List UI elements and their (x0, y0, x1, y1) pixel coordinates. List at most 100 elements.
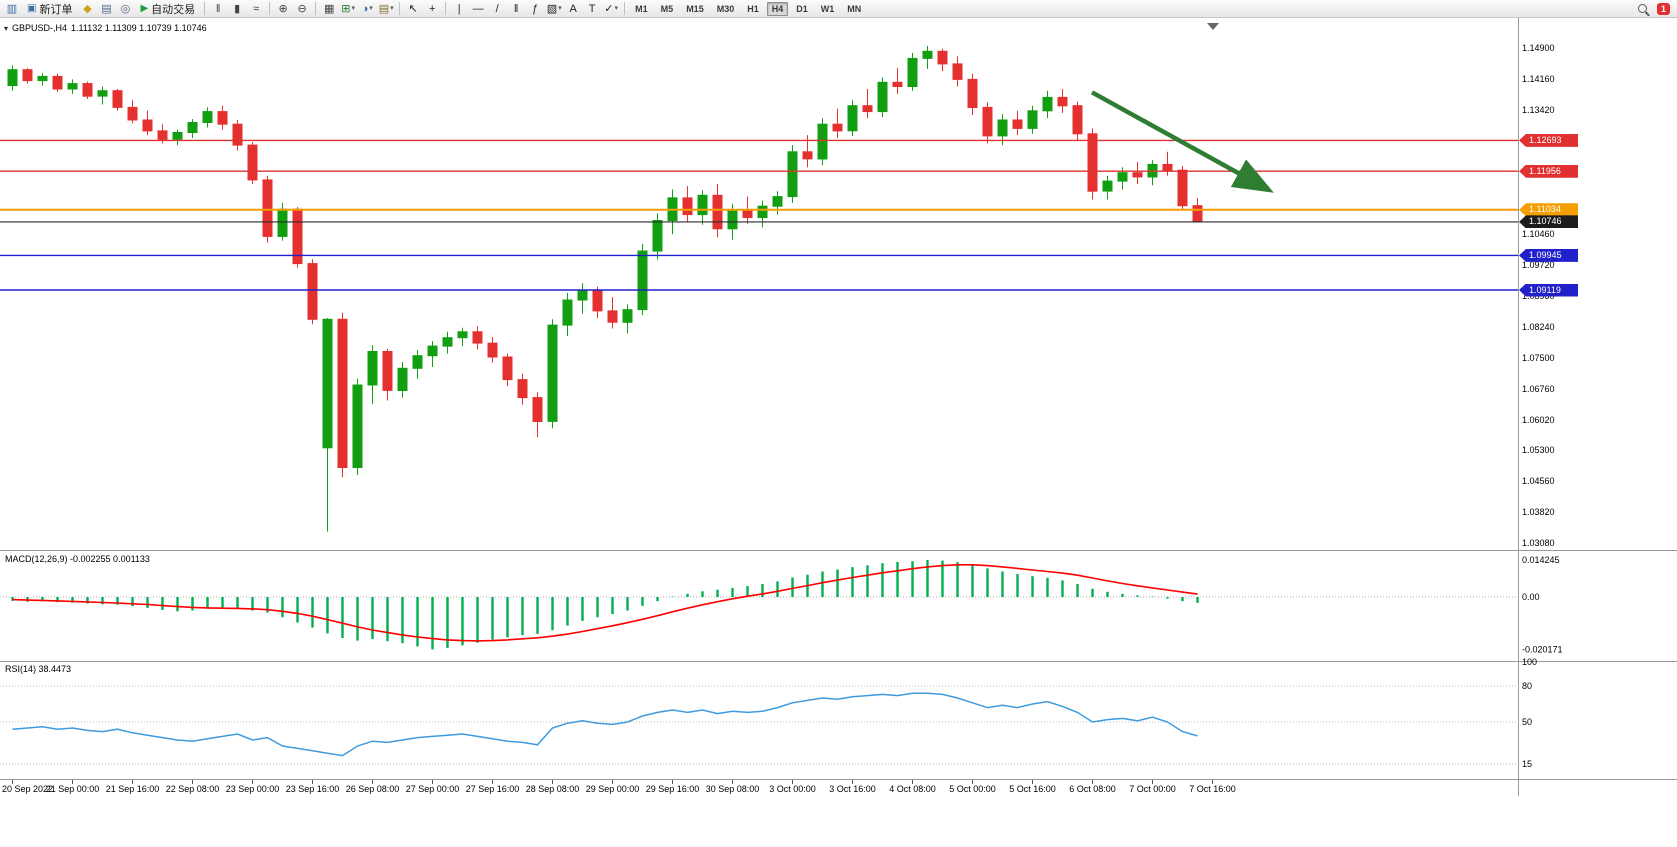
timeframe-M1-button[interactable]: M1 (635, 3, 648, 14)
macd-histogram (11, 560, 1199, 650)
candle (1057, 89, 1068, 113)
dropdown-arrow-icon[interactable]: ▾ (614, 4, 619, 12)
price-axis-label: 1.06020 (1522, 415, 1555, 425)
candle (922, 45, 933, 69)
periods-icon[interactable]: ◑ ▾ (358, 1, 376, 17)
autotrade-button[interactable]: ▶ 自动交易 (135, 1, 200, 17)
line-chart-icon[interactable]: ≈ (247, 1, 265, 17)
zoom-out-icon[interactable]: ⊖ (293, 1, 311, 17)
candles-series (7, 45, 1203, 532)
candle (142, 110, 153, 136)
dropdown-arrow-icon[interactable]: ▾ (369, 4, 373, 12)
fibonacci-icon-glyph: ƒ (532, 2, 539, 15)
dropdown-arrow-icon[interactable]: ▾ (351, 4, 356, 12)
signals-icon[interactable]: ◎ (116, 1, 134, 17)
candle (682, 186, 693, 222)
candle (217, 105, 228, 130)
cursor-icon[interactable]: ↖ (404, 1, 422, 17)
timeframe-H1-button[interactable]: H1 (747, 3, 759, 14)
trendline-icon[interactable]: / (488, 1, 506, 17)
new-order-button-glyph: ▣ (27, 3, 37, 14)
candle (397, 362, 408, 398)
arrows-icon[interactable]: ✓ ▾ (602, 1, 620, 17)
cursor-icon-glyph: ↖ (408, 2, 418, 15)
text-label-icon[interactable]: T (583, 1, 601, 17)
crosshair-icon[interactable]: + (423, 1, 441, 17)
expert-advisors-icon[interactable]: ◆ (78, 1, 96, 17)
price-axis-label: 1.04560 (1522, 476, 1555, 486)
indicators-icon[interactable]: ⊞ ▾ (339, 1, 357, 17)
app-icon[interactable]: ▥ (3, 1, 21, 17)
candle (832, 108, 843, 138)
macd-axis[interactable]: 0.014245 0.00 -0.020171 (1522, 555, 1563, 654)
autotrade-button-glyph: ▶ (140, 3, 149, 14)
candlestick-chart-icon[interactable]: ▮ (228, 1, 246, 17)
candle (637, 243, 648, 316)
time-axis-label: 4 Oct 08:00 (889, 784, 936, 794)
time-axis-label: 28 Sep 08:00 (526, 784, 580, 794)
candle (7, 65, 18, 91)
candle (532, 392, 543, 438)
symbol-ohlc-label: ▾ GBPUSD-,H4 1.11132 1.11309 1.10739 1.1… (4, 23, 207, 33)
candle (607, 297, 618, 329)
candle (967, 73, 978, 115)
timeframe-M30-button[interactable]: M30 (716, 3, 735, 14)
candle (562, 292, 573, 336)
chart-shift-marker[interactable] (1207, 23, 1219, 30)
price-axis-label: 1.08240 (1522, 322, 1555, 332)
rsi-axis[interactable]: 100 80 50 15 (1522, 657, 1537, 769)
notification-badge[interactable]: 1 (1656, 2, 1670, 15)
timeframe-W1-button[interactable]: W1 (820, 3, 835, 14)
timeframe-M15-button[interactable]: M15 (686, 3, 704, 14)
candle (817, 118, 828, 166)
candle (592, 286, 603, 318)
price-axis-label: 1.09720 (1522, 260, 1555, 270)
time-axis-label: 23 Sep 00:00 (226, 784, 280, 794)
indicators-icon-glyph: ⊞ (341, 2, 351, 15)
dropdown-arrow-icon[interactable]: ▾ (558, 4, 562, 12)
candle (487, 336, 498, 363)
candle (67, 79, 78, 94)
tile-windows-icon[interactable]: ▦ (320, 1, 338, 17)
dropdown-arrow-icon[interactable]: ▾ (390, 4, 394, 12)
rsi-axis-label: 100 (1522, 657, 1537, 667)
trend-arrow[interactable] (1090, 90, 1274, 193)
new-order-button[interactable]: ▣ 新订单 (22, 1, 77, 17)
candle (907, 53, 918, 91)
candle (547, 319, 558, 429)
candle (127, 100, 138, 124)
candle (82, 81, 93, 99)
candle (757, 200, 768, 228)
candle (652, 213, 663, 260)
candle (862, 89, 873, 119)
timeframe-MN-button[interactable]: MN (847, 3, 862, 14)
vertical-line-icon[interactable]: | (450, 1, 468, 17)
candle (667, 189, 678, 235)
shapes-icon[interactable]: ▧ ▾ (545, 1, 563, 17)
zoom-in-icon[interactable]: ⊕ (274, 1, 292, 17)
equidistant-channel-icon[interactable]: ‖ (507, 1, 525, 17)
templates-icon[interactable]: ▤ ▾ (377, 1, 395, 17)
candlestick-chart-icon-glyph: ▮ (234, 2, 241, 15)
time-axis-label: 29 Sep 00:00 (586, 784, 640, 794)
toolbar-separator (624, 2, 626, 15)
candle (787, 145, 798, 203)
fibonacci-icon[interactable]: ƒ (526, 1, 544, 17)
magnifier-glyph (1638, 4, 1648, 13)
bar-chart-icon[interactable]: ‖ (209, 1, 227, 17)
candle (517, 373, 528, 405)
horizontal-line-icon-glyph: — (472, 2, 484, 15)
collapse-triangle-icon[interactable]: ▾ (4, 23, 9, 33)
periods-icon-glyph: ◑ (361, 2, 369, 15)
price-badge: 1.10746 (1519, 215, 1578, 229)
text-icon[interactable]: A (564, 1, 582, 17)
time-axis-label: 22 Sep 08:00 (166, 784, 220, 794)
timeframe-D1-button[interactable]: D1 (796, 3, 808, 14)
timeframe-M5-button[interactable]: M5 (660, 3, 674, 14)
accounts-icon[interactable]: ▤ (97, 1, 115, 17)
horizontal-line-icon[interactable]: — (469, 1, 487, 17)
search-icon[interactable] (1634, 1, 1652, 17)
timeframe-H4-button[interactable]: H4 (766, 1, 789, 16)
